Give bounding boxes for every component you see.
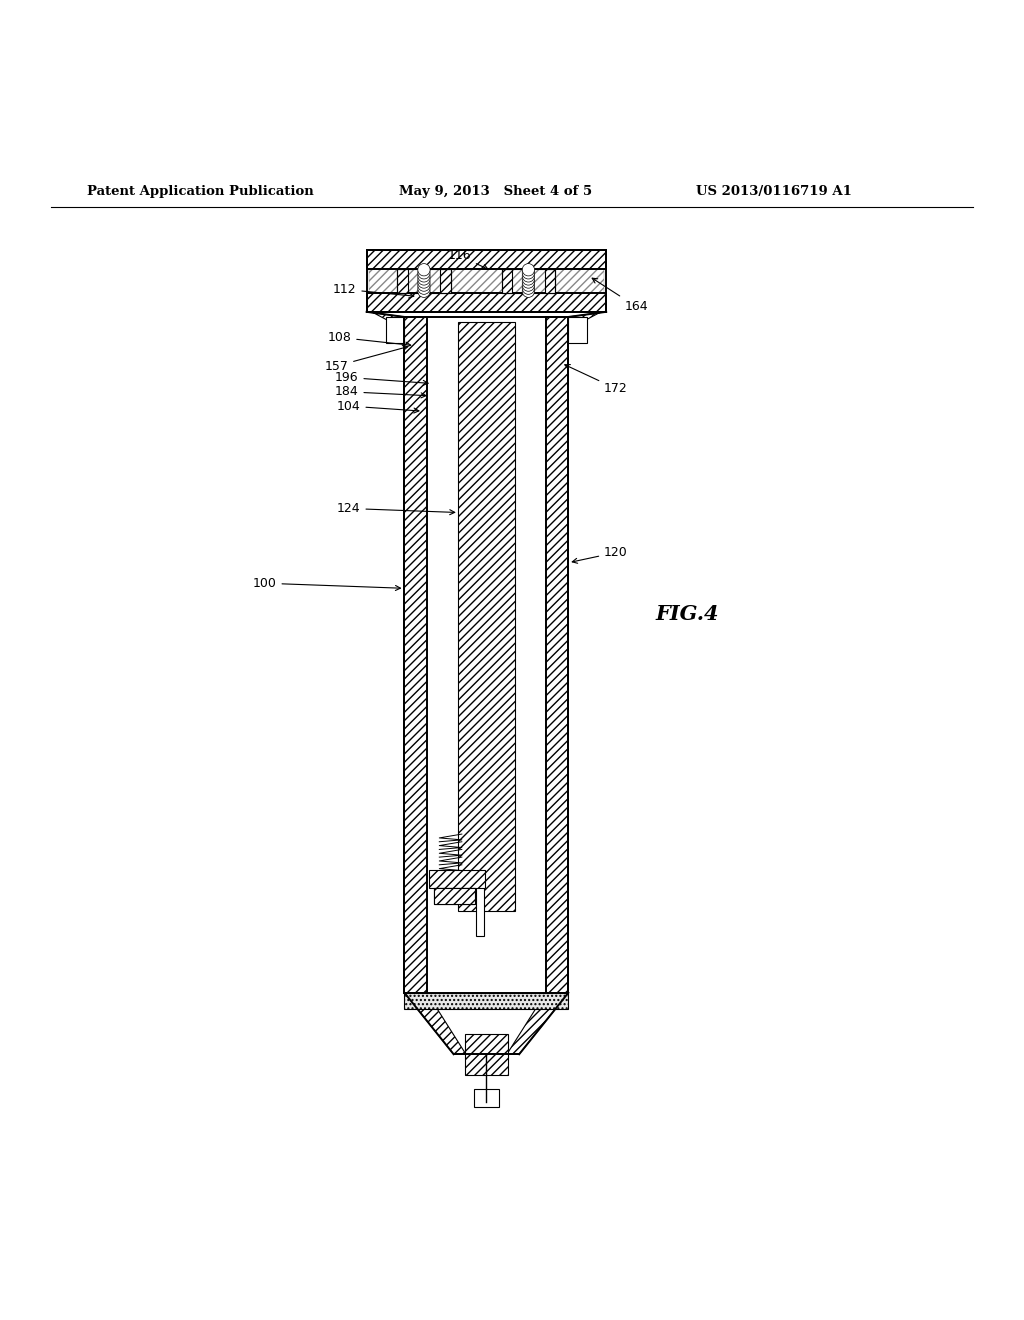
Bar: [434, 888, 475, 904]
Text: 120: 120: [572, 546, 628, 564]
Polygon shape: [568, 312, 606, 329]
Bar: [440, 269, 451, 293]
Circle shape: [418, 285, 430, 297]
Circle shape: [418, 282, 430, 294]
Circle shape: [418, 264, 430, 276]
Text: 157: 157: [325, 346, 408, 372]
Text: 196: 196: [335, 371, 428, 385]
Bar: [429, 870, 485, 888]
Bar: [465, 1034, 508, 1074]
Bar: [546, 317, 568, 993]
Bar: [369, 269, 604, 293]
Bar: [404, 993, 568, 1010]
Circle shape: [522, 267, 535, 279]
Bar: [367, 251, 606, 312]
Text: May 9, 2013   Sheet 4 of 5: May 9, 2013 Sheet 4 of 5: [399, 185, 593, 198]
Polygon shape: [404, 993, 466, 1055]
Bar: [404, 317, 427, 993]
Bar: [434, 888, 475, 904]
Bar: [502, 269, 555, 293]
Text: 124: 124: [337, 502, 455, 515]
Circle shape: [418, 267, 430, 279]
Text: 172: 172: [565, 364, 628, 395]
Text: US 2013/0116719 A1: US 2013/0116719 A1: [696, 185, 852, 198]
Bar: [502, 269, 512, 293]
Circle shape: [418, 273, 430, 285]
Text: Patent Application Publication: Patent Application Publication: [87, 185, 313, 198]
Bar: [367, 251, 606, 269]
Circle shape: [522, 269, 535, 282]
Text: FIG.4: FIG.4: [655, 605, 719, 624]
Bar: [545, 269, 555, 293]
Circle shape: [522, 279, 535, 292]
Text: 112: 112: [333, 282, 414, 298]
Circle shape: [522, 276, 535, 288]
Text: 184: 184: [335, 385, 426, 399]
Text: 108: 108: [328, 331, 411, 347]
Circle shape: [418, 279, 430, 292]
Bar: [386, 317, 404, 343]
Text: 104: 104: [337, 400, 419, 413]
Bar: [397, 269, 451, 293]
Bar: [397, 269, 408, 293]
Text: 100: 100: [253, 577, 400, 590]
Bar: [367, 293, 606, 312]
Polygon shape: [367, 312, 404, 329]
Text: 164: 164: [592, 279, 648, 313]
Bar: [476, 880, 484, 936]
Circle shape: [522, 264, 535, 276]
Bar: [473, 1089, 500, 1107]
Polygon shape: [507, 993, 568, 1055]
Bar: [568, 317, 587, 343]
Circle shape: [418, 276, 430, 288]
Circle shape: [522, 282, 535, 294]
Circle shape: [522, 273, 535, 285]
Circle shape: [522, 285, 535, 297]
Text: 116: 116: [447, 249, 487, 269]
Bar: [404, 317, 568, 993]
Bar: [458, 322, 514, 911]
Circle shape: [418, 269, 430, 282]
